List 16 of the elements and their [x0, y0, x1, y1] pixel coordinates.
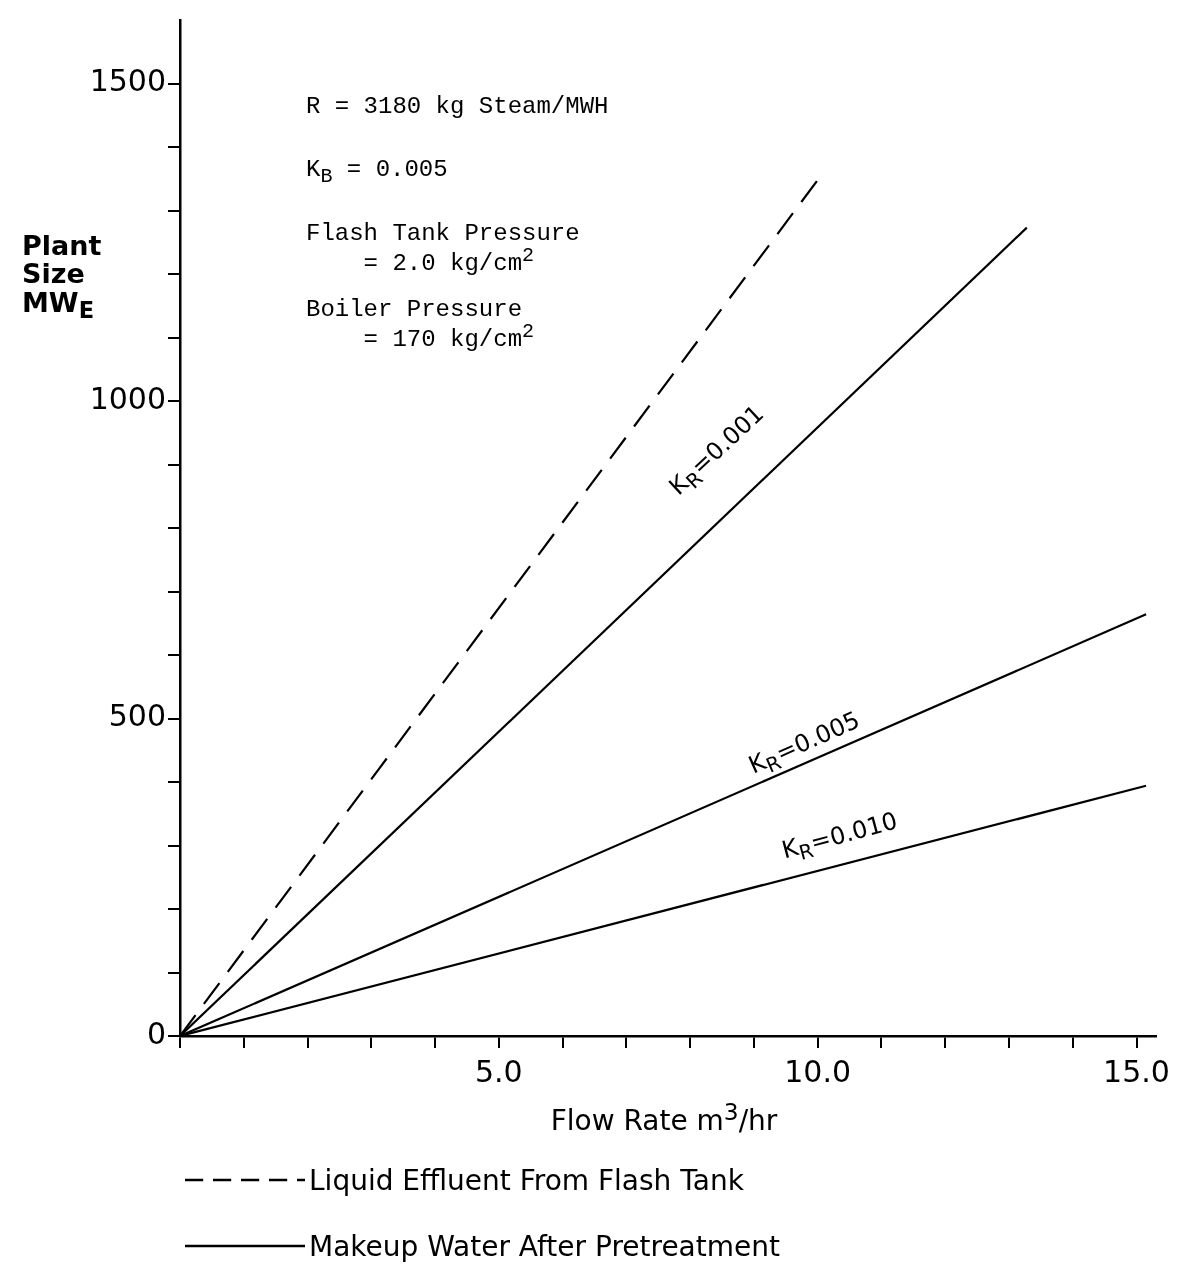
y-tick-label: 500 — [108, 698, 166, 734]
legend-label: Liquid Effluent From Flash Tank — [309, 1163, 744, 1197]
y-tick-label: 1500 — [89, 63, 166, 99]
y-tick-label: 0 — [146, 1015, 166, 1051]
annotation: Flash Tank Pressure = 2.0 kg/cm$^{2}$ — [306, 220, 580, 277]
annotation: K$_{R}$=0.010 — [778, 806, 902, 867]
x-tick-label: 15.0 — [1103, 1053, 1170, 1089]
annotation: K$_{B}$ = 0.005 — [306, 156, 448, 188]
y-tick-label: 1000 — [89, 380, 166, 416]
annotation: Boiler Pressure = 170 kg/cm$^{2}$ — [306, 296, 535, 353]
annotation: R = 3180 kg Steam/MWH — [306, 93, 609, 120]
x-axis-title: Flow Rate m$^{3}$/hr — [549, 1098, 779, 1138]
x-tick-label: 5.0 — [474, 1053, 523, 1089]
legend-label: Makeup Water After Pretreatment — [309, 1229, 780, 1263]
y-axis-title: Plant Size MW$_{E}$ — [22, 230, 102, 324]
x-tick-label: 10.0 — [784, 1053, 852, 1089]
